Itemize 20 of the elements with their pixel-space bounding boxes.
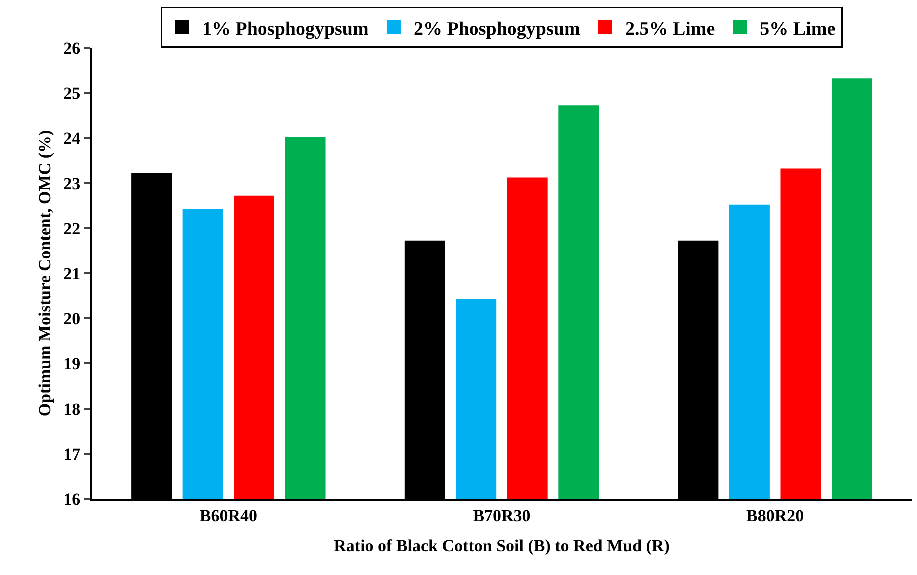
- x-axis-title: Ratio of Black Cotton Soil (B) to Red Mud (R): [334, 536, 670, 556]
- x-tick-label: B60R40: [200, 506, 258, 526]
- y-tick-label: 24: [64, 129, 82, 148]
- y-tick-label: 17: [64, 444, 82, 464]
- y-tick-label: 21: [64, 264, 81, 284]
- legend-label: 2% Phosphogypsum: [414, 18, 580, 40]
- legend-label: 5% Lime: [760, 18, 836, 40]
- y-tick-label: 19: [64, 354, 81, 374]
- legend-label: 2.5% Lime: [625, 18, 716, 40]
- legend-label: 1% Phosphogypsum: [202, 18, 369, 40]
- y-tick-label: 23: [64, 174, 81, 194]
- y-tick-label: 18: [64, 400, 81, 419]
- y-tick-label: 22: [64, 219, 81, 238]
- x-tick-label: B80R20: [746, 506, 804, 526]
- y-tick-label: 16: [64, 490, 81, 509]
- y-tick-label: 26: [64, 38, 81, 58]
- x-tick-label: B70R30: [473, 506, 531, 526]
- y-tick-label: 20: [64, 310, 81, 329]
- y-tick-label: 25: [64, 84, 81, 104]
- y-axis-title: Optimum Moisture Content, OMC (%): [36, 130, 55, 417]
